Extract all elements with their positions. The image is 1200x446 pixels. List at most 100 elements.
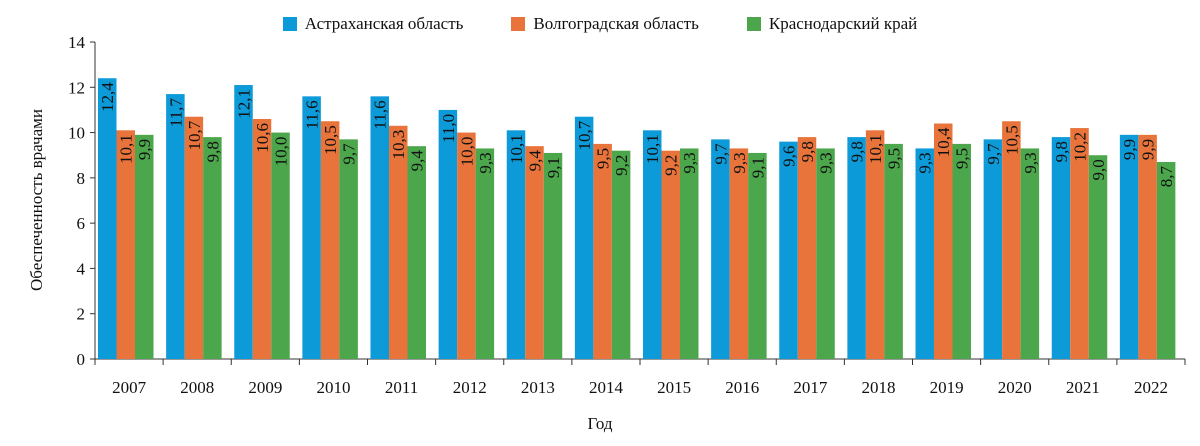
bar-3 [1156, 162, 1176, 359]
data-label-3: 9,3 [476, 152, 495, 173]
x-tick-label: 2007 [112, 378, 147, 397]
x-tick-label: 2009 [248, 378, 282, 397]
data-label-3: 8,7 [1157, 166, 1176, 188]
y-tick-label: 8 [77, 169, 86, 188]
data-label-3: 9,5 [953, 148, 972, 169]
data-label-2: 9,8 [798, 141, 817, 162]
legend-label-astrakhan: Астраханская область [304, 14, 464, 33]
bar-2 [252, 118, 272, 359]
data-label-1: 9,3 [916, 152, 935, 173]
bar-3 [952, 143, 971, 359]
data-label-3: 9,1 [544, 157, 563, 178]
bar-3 [611, 150, 631, 359]
data-label-3: 9,5 [885, 148, 904, 169]
bar-1 [847, 137, 866, 359]
bar-1 [711, 139, 730, 359]
bar-1 [983, 139, 1003, 359]
bar-1 [574, 116, 594, 359]
data-label-2: 10,5 [321, 125, 340, 155]
x-tick-label: 2019 [930, 378, 964, 397]
bar-1 [166, 94, 185, 359]
bar-2 [661, 150, 680, 359]
x-tick-label: 2008 [180, 378, 214, 397]
data-label-1: 12,4 [98, 82, 117, 112]
legend-item-krasnodar: Краснодарский край [746, 14, 918, 34]
y-tick-label: 14 [68, 33, 86, 52]
bar-3 [748, 152, 767, 359]
bar-2 [934, 123, 953, 359]
bar-3 [339, 139, 358, 359]
bar-3 [1020, 148, 1040, 359]
data-label-2: 9,3 [730, 152, 749, 173]
data-label-2: 10,1 [117, 134, 136, 164]
bar-3 [884, 143, 903, 359]
bar-2 [457, 132, 476, 359]
bar-2 [525, 146, 544, 359]
data-label-1: 11,6 [371, 100, 390, 129]
data-label-2: 10,2 [1071, 132, 1090, 162]
data-label-2: 10,4 [934, 127, 953, 157]
x-tick-label: 2017 [793, 378, 828, 397]
data-label-3: 9,3 [1021, 152, 1040, 173]
legend: Астраханская область Волгоградская облас… [0, 14, 1200, 34]
bar-1 [302, 96, 321, 359]
bar-1 [370, 96, 389, 359]
x-tick-label: 2020 [998, 378, 1032, 397]
bar-1 [98, 78, 117, 359]
bar-2 [797, 137, 817, 359]
data-label-3: 9,3 [817, 152, 836, 173]
bar-1 [506, 130, 526, 359]
bar-3 [271, 132, 290, 359]
data-label-1: 10,1 [507, 134, 526, 164]
data-label-1: 9,7 [711, 143, 730, 165]
x-tick-label: 2022 [1134, 378, 1168, 397]
data-label-2: 10,6 [253, 123, 272, 153]
bar-1 [234, 85, 253, 360]
data-label-2: 9,5 [594, 148, 613, 169]
data-label-2: 9,2 [662, 155, 681, 176]
legend-label-volgograd: Волгоградская область [533, 14, 699, 33]
bar-1 [643, 130, 662, 359]
data-label-3: 9,7 [340, 143, 359, 165]
data-label-2: 9,4 [526, 150, 545, 172]
x-tick-label: 2018 [861, 378, 895, 397]
bar-2 [1070, 128, 1089, 359]
bar-3 [475, 148, 495, 359]
data-label-2: 10,7 [185, 120, 204, 150]
bar-2 [1138, 134, 1157, 359]
bar-2 [865, 130, 885, 359]
bar-1 [438, 109, 458, 359]
y-tick-label: 10 [68, 124, 85, 143]
x-tick-label: 2010 [316, 378, 350, 397]
bar-3 [407, 146, 426, 359]
bar-2 [1002, 121, 1021, 359]
bar-3 [543, 152, 563, 359]
y-tick-label: 12 [68, 78, 85, 97]
data-label-1: 11,6 [303, 100, 322, 129]
data-label-1: 11,0 [439, 114, 458, 143]
data-label-1: 10,1 [643, 134, 662, 164]
bar-2 [389, 125, 408, 360]
x-tick-label: 2012 [453, 378, 487, 397]
x-tick-label: 2016 [725, 378, 759, 397]
legend-swatch-astrakhan [282, 17, 297, 31]
data-label-1: 9,7 [984, 143, 1003, 165]
data-label-1: 9,8 [848, 141, 867, 162]
data-label-3: 9,2 [612, 155, 631, 176]
legend-item-volgograd: Волгоградская область [511, 14, 699, 34]
legend-swatch-krasnodar [746, 17, 761, 31]
legend-label-krasnodar: Краснодарский край [768, 14, 918, 33]
data-label-2: 10,1 [866, 134, 885, 164]
data-label-3: 9,0 [1089, 159, 1108, 180]
data-label-1: 9,9 [1120, 139, 1139, 160]
bar-1 [1051, 137, 1071, 359]
data-label-2: 9,9 [1139, 139, 1158, 160]
y-tick-label: 4 [77, 259, 86, 278]
bar-3 [135, 134, 154, 359]
x-tick-label: 2014 [589, 378, 624, 397]
x-axis-label: Год [587, 414, 613, 433]
data-label-3: 9,1 [748, 157, 767, 178]
legend-swatch-volgograd [511, 17, 526, 31]
